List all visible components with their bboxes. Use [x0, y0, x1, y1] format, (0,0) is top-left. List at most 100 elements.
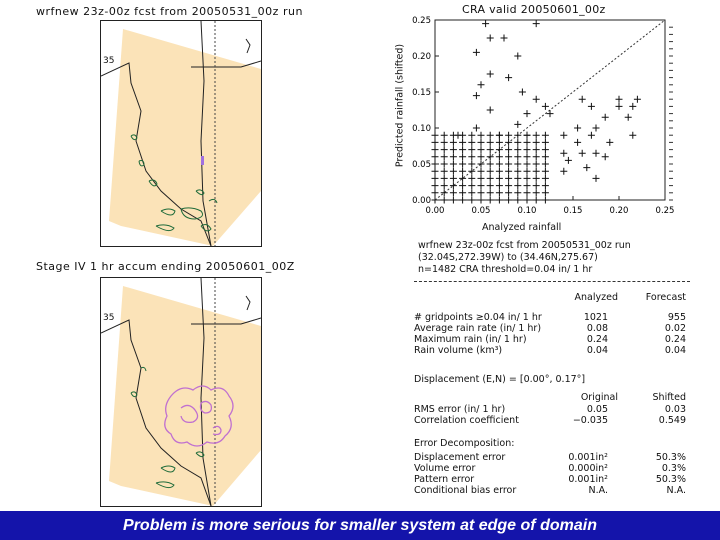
bottom-map-panel: 35: [100, 277, 262, 507]
state-border-east: [191, 60, 261, 68]
scatter-point: [523, 182, 531, 190]
scatter-point: [514, 146, 522, 154]
displacement-text: Displacement (E,N) = [0.00°, 0.17°]: [414, 374, 586, 385]
caption-banner: Problem is more serious for smaller syst…: [0, 511, 720, 540]
scatter-point: [431, 182, 439, 190]
scatter-point: [468, 146, 476, 154]
scatter-point: [505, 153, 513, 161]
scatter-title: CRA valid 20050601_00z: [462, 3, 606, 16]
scatter-point: [495, 167, 503, 175]
scatter-point: [523, 110, 531, 118]
col-analyzed: Analyzed: [574, 292, 618, 303]
scatter-point: [486, 131, 494, 139]
stats-row-value-1: 0.04: [586, 345, 608, 356]
scatter-point: [459, 160, 467, 168]
scatter-point: [629, 102, 637, 110]
scatter-point: [541, 189, 549, 197]
scatter-point: [486, 146, 494, 154]
scatter-point: [541, 138, 549, 146]
decomp-row-value-2: N.A.: [666, 485, 686, 496]
decomp-row-value-1: 0.000in²: [568, 463, 608, 474]
decomp-row-value-2: 50.3%: [655, 452, 686, 463]
scatter-point: [486, 34, 494, 42]
decomp-row-label: Volume error: [414, 463, 476, 474]
stats-header-row: Analyzed Forecast: [414, 292, 686, 303]
scatter-point: [495, 182, 503, 190]
stats-row: Maximum rain (in/ 1 hr) 0.24 0.24: [414, 334, 686, 345]
stats-row-value-1: 0.08: [586, 323, 608, 334]
y-tick-label: 0.20: [412, 52, 431, 62]
scatter-point: [459, 146, 467, 154]
scatter-point: [468, 138, 476, 146]
error-row-value-2: 0.03: [664, 404, 686, 415]
bottom-map-drawing: [101, 278, 261, 506]
scatter-point: [574, 138, 582, 146]
scatter-point: [440, 167, 448, 175]
col-shifted: Shifted: [652, 392, 686, 403]
state-border: [200, 21, 212, 246]
scatter-point: [459, 153, 467, 161]
decomp-row-value-2: 50.3%: [655, 474, 686, 485]
scatter-point: [514, 52, 522, 60]
scatter-point: [532, 174, 540, 182]
scatter-point: [514, 120, 522, 128]
scatter-point: [505, 182, 513, 190]
observed-green-contours: [130, 366, 205, 489]
scatter-point: [564, 156, 572, 164]
scatter-point: [440, 146, 448, 154]
scatter-point: [449, 182, 457, 190]
decomp-row: Conditional bias error N.A. N.A.: [414, 485, 686, 496]
scatter-point: [523, 167, 531, 175]
scatter-point: [615, 95, 623, 103]
scatter-point: [477, 189, 485, 197]
scatter-point: [560, 167, 568, 175]
scatter-point: [583, 164, 591, 172]
scatter-point: [523, 153, 531, 161]
scatter-point: [440, 196, 448, 204]
y-tick-label: 0.15: [412, 88, 431, 98]
stats-row-label: Rain volume (km³): [414, 345, 503, 356]
scatter-point: [624, 113, 632, 121]
info-line-3: n=1482 CRA threshold=0.04 in/ 1 hr: [418, 264, 593, 275]
scatter-point: [532, 167, 540, 175]
top-map-title: wrfnew 23z-00z fcst from 20050531_00z ru…: [36, 5, 303, 18]
scatter-point: [633, 95, 641, 103]
scatter-point: [601, 153, 609, 161]
scatter-points: [454, 20, 641, 182]
scatter-point: [486, 70, 494, 78]
scatter-point: [523, 146, 531, 154]
scatter-point: [459, 167, 467, 175]
scatter-point: [486, 182, 494, 190]
scatter-point: [431, 138, 439, 146]
scatter-point: [505, 160, 513, 168]
decomp-row-label: Pattern error: [414, 474, 475, 485]
scatter-point: [440, 160, 448, 168]
decomp-row: Pattern error 0.001in² 50.3%: [414, 474, 686, 485]
scatter-point: [477, 81, 485, 89]
observed-rain-contours: [164, 385, 234, 447]
scatter-plot: 0.25 0.20 0.15 0.10 0.05 0.00 0.00 0.05 0.10 0.1…: [412, 16, 675, 216]
x-tick-label: 0.25: [656, 206, 675, 216]
scatter-point: [523, 160, 531, 168]
y-tick-label: 0.25: [412, 16, 431, 26]
coastline: [101, 319, 212, 506]
scatter-point: [541, 146, 549, 154]
scatter-point: [560, 131, 568, 139]
inland-feature: [245, 295, 251, 311]
stats-row-value-2: 0.24: [664, 334, 686, 345]
scatter-point: [482, 20, 490, 28]
scatter-point: [486, 106, 494, 114]
x-tick-label: 0.15: [564, 206, 583, 216]
scatter-point: [495, 174, 503, 182]
scatter-point: [541, 160, 549, 168]
scatter-point: [514, 167, 522, 175]
scatter-point: [468, 174, 476, 182]
scatter-point: [532, 189, 540, 197]
dense-cluster-grid: [431, 131, 549, 204]
x-tick-label: 0.05: [472, 206, 491, 216]
scatter-point: [468, 131, 476, 139]
stats-row: # gridpoints ≥0.04 in/ 1 hr 1021 955: [414, 312, 686, 323]
scatter-point: [495, 146, 503, 154]
scatter-point: [495, 131, 503, 139]
scatter-point: [578, 149, 586, 157]
